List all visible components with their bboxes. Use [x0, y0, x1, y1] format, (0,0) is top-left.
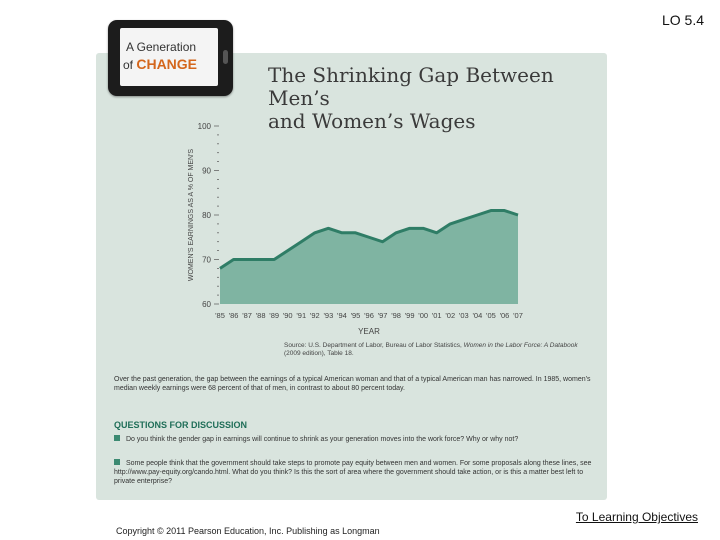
badge-line2-prefix: of [123, 58, 137, 72]
y-tick-label: 90 [202, 167, 211, 176]
copyright: Copyright © 2011 Pearson Education, Inc.… [116, 526, 380, 536]
x-tick-label: '95 [351, 311, 361, 320]
badge-screen: A Generation of CHANGE [120, 28, 218, 86]
summary-paragraph: Over the past generation, the gap betwee… [114, 376, 591, 392]
generation-badge: A Generation of CHANGE [108, 20, 233, 96]
x-tick-label: '89 [269, 311, 279, 320]
question-2: Some people think that the government sh… [114, 459, 598, 486]
chart-source: Source: U.S. Department of Labor, Bureau… [284, 342, 594, 358]
x-tick-label: '86 [229, 311, 239, 320]
x-tick-label: '85 [215, 311, 225, 320]
x-axis-label: YEAR [358, 327, 380, 336]
x-tick-label: '03 [459, 311, 469, 320]
questions-heading: QUESTIONS FOR DISCUSSION [114, 420, 248, 430]
x-tick-label: '06 [500, 311, 510, 320]
y-axis-label: WOMEN'S EARNINGS AS A % OF MEN'S [188, 149, 195, 282]
bullet-icon [114, 459, 120, 465]
chart-title-line1: The Shrinking Gap Between Men’s [268, 63, 554, 110]
x-tick-label: '88 [256, 311, 266, 320]
x-tick-label: '01 [432, 311, 442, 320]
x-tick-label: '90 [283, 311, 293, 320]
x-tick-label: '97 [378, 311, 388, 320]
y-tick-label: 100 [198, 122, 212, 131]
learning-objectives-link[interactable]: To Learning Objectives [575, 510, 698, 524]
series-area [220, 210, 518, 304]
x-tick-label: '94 [337, 311, 347, 320]
x-tick-label: '05 [486, 311, 496, 320]
x-tick-label: '00 [418, 311, 428, 320]
source-title: Women in the Labor Force: A Databook [463, 342, 578, 349]
x-tick-label: '87 [242, 311, 252, 320]
source-suffix: (2009 edition), Table 18. [284, 350, 354, 357]
x-tick-label: '98 [391, 311, 401, 320]
x-tick-label: '07 [513, 311, 523, 320]
chart-title: The Shrinking Gap Between Men’s and Wome… [268, 64, 598, 133]
wage-gap-chart: 60 70 80 90 100 '85 '86'87 '88'89 '90'91 '92'93 '9… [188, 122, 523, 336]
badge-button [223, 50, 228, 64]
y-tick-label: 70 [202, 256, 211, 265]
badge-line1: A Generation [126, 40, 197, 54]
badge-line2-emphasis: CHANGE [136, 56, 198, 72]
bullet-icon [114, 435, 120, 441]
chart-title-line2: and Women’s Wages [268, 109, 476, 133]
series-line [219, 209, 519, 270]
x-tick-label: '99 [405, 311, 415, 320]
x-tick-label: '92 [310, 311, 320, 320]
y-tick-label: 80 [202, 211, 211, 220]
question-2-text: Some people think that the government sh… [114, 460, 592, 485]
x-tick-label: '02 [445, 311, 455, 320]
question-1: Do you think the gender gap in earnings … [114, 435, 598, 444]
lo-tag: LO 5.4 [661, 12, 704, 28]
y-tick-label: 60 [202, 300, 211, 309]
x-tick-label: '93 [323, 311, 333, 320]
badge-line2: of CHANGE [123, 56, 197, 72]
source-prefix: Source: U.S. Department of Labor, Bureau… [284, 342, 464, 349]
x-tick-label: '96 [364, 311, 374, 320]
x-tick-label: '91 [296, 311, 306, 320]
question-1-text: Do you think the gender gap in earnings … [126, 436, 519, 443]
x-tick-label: '04 [472, 311, 482, 320]
